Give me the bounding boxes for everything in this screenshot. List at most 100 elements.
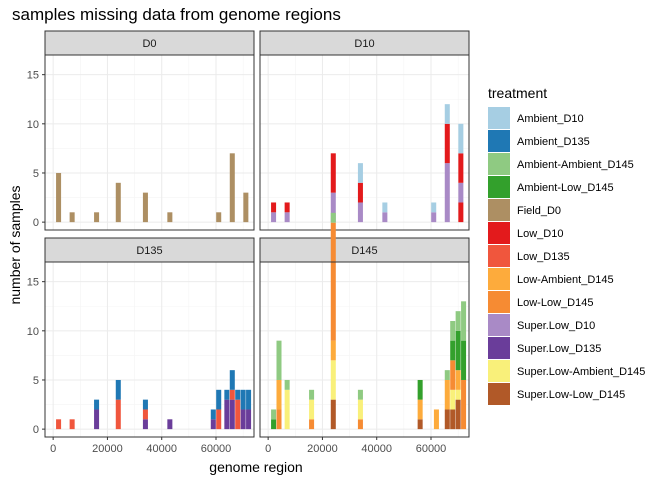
y-tick-label: 10: [27, 119, 39, 131]
bar-segment-super-low-low-d145: [455, 399, 461, 430]
legend-item-super-low-d10: Super.Low_D10: [488, 314, 595, 336]
x-tick-label: 60000: [201, 443, 232, 455]
legend-item-label: Ambient_D10: [517, 113, 584, 125]
legend-item-super-low-d135: Super.Low_D135: [488, 337, 601, 359]
legend-item-low-low-d145: Low-Low_D145: [488, 291, 593, 313]
bar-segment-super-low-d135: [142, 419, 148, 430]
bar-segment-ambient-ambient-d145: [461, 301, 467, 341]
legend-item-label: Super.Low-Ambient_D145: [517, 366, 645, 378]
bar-segment-ambient-d135: [240, 389, 246, 410]
facet-strip-label: D0: [142, 38, 156, 50]
bar-segment-super-low-d10: [444, 163, 450, 223]
bar-segment-ambient-d135: [115, 379, 121, 400]
bar-segment-ambient-ambient-d145: [357, 389, 363, 400]
bar-segment-ambient-low-d145: [450, 340, 456, 361]
legend-key-swatch: [488, 383, 510, 405]
bar-segment-super-low-low-d145: [450, 409, 456, 430]
legend-item-label: Field_D0: [517, 205, 561, 217]
legend-item-low-d10: Low_D10: [488, 222, 563, 244]
bar-segment-super-low-ambient-d145: [357, 399, 363, 420]
bar-segment-ambient-ambient-d145: [450, 320, 456, 341]
bar-segment-super-low-ambient-d145: [450, 389, 456, 410]
bar-segment-super-low-low-d145: [444, 409, 450, 430]
x-tick-label: 0: [50, 443, 56, 455]
bar-segment-field-d0: [216, 212, 222, 223]
legend-key-swatch: [488, 360, 510, 382]
panel-background: [45, 55, 254, 230]
y-axis-tick-labels: 0 5 10 15 0 5 10 15: [27, 70, 45, 436]
legend-item-label: Low-Low_D145: [517, 297, 593, 309]
bar-segment-super-low-d135: [229, 399, 235, 430]
panel-background: [45, 262, 254, 437]
bar-segment-low-d10: [284, 202, 290, 213]
bar-segment-ambient-d135: [224, 389, 230, 400]
bar-segment-ambient-d135: [216, 389, 222, 410]
bar-segment-field-d0: [94, 212, 100, 223]
bar-segment-low-low-d145: [450, 360, 456, 390]
legend-item-low-ambient-d145: Low-Ambient_D145: [488, 268, 614, 290]
bar-segment-super-low-d135: [167, 419, 173, 430]
bar-segment-low-low-d145: [461, 379, 467, 430]
bars: [271, 212, 467, 430]
bar-segment-ambient-ambient-d145: [330, 212, 336, 223]
legend-key-swatch: [488, 291, 510, 313]
legend-item-ambient-ambient-d145: Ambient-Ambient_D145: [488, 153, 634, 175]
chart-title: samples missing data from genome regions: [12, 5, 341, 24]
legend-key-swatch: [488, 107, 510, 129]
bar-segment-field-d0: [167, 212, 173, 223]
bar-segment-super-low-low-d145: [417, 419, 423, 430]
x-tick-label: 20000: [92, 443, 123, 455]
y-tick-label: 10: [27, 326, 39, 338]
legend-item-label: Super.Low_D10: [517, 320, 595, 332]
bar-segment-low-d135: [115, 399, 121, 430]
bar-segment-super-low-ambient-d145: [284, 389, 290, 430]
bar-segment-low-ambient-d145: [276, 379, 282, 410]
facet-strip: [44, 30, 255, 56]
bar-segment-ambient-d135: [229, 370, 235, 390]
bar-segment-low-ambient-d145: [330, 340, 336, 361]
panel-d0: D0: [44, 30, 255, 231]
y-axis-title: number of samples: [7, 185, 23, 304]
legend-item-super-low-ambient-d145: Super.Low-Ambient_D145: [488, 360, 645, 382]
bar-segment-ambient-ambient-d145: [455, 311, 461, 331]
bar-segment-ambient-low-d145: [455, 330, 461, 371]
bar-segment-ambient-d135: [246, 389, 252, 410]
bar-segment-low-ambient-d145: [417, 399, 423, 420]
legend-key-swatch: [488, 268, 510, 290]
legend-key-swatch: [488, 176, 510, 198]
y-tick-label: 5: [33, 375, 39, 387]
bar-segment-field-d0: [243, 192, 249, 223]
bar-segment-super-low-d10: [458, 182, 464, 203]
bar-segment-super-low-d10: [382, 212, 388, 223]
gridlines: [260, 55, 469, 230]
bar-segment-low-d135: [69, 419, 75, 430]
bar-segment-low-d135: [56, 419, 62, 430]
y-tick-label: 0: [33, 217, 39, 229]
panel-border: [44, 261, 255, 438]
bar-segment-field-d0: [56, 172, 62, 223]
y-tick-label: 15: [27, 70, 39, 82]
bar-segment-field-d0: [142, 192, 148, 223]
bar-segment-low-ambient-d145: [444, 379, 450, 410]
bar-segment-ambient-d10: [382, 202, 388, 213]
panel-border: [44, 54, 255, 231]
bar-segment-low-d10: [458, 202, 464, 223]
legend-item-label: Super.Low_D135: [517, 343, 601, 355]
facet-panels: D0 D10 D135 D145: [44, 30, 470, 438]
legend-item-label: Ambient_D135: [517, 136, 590, 148]
bar-segment-super-low-d10: [431, 212, 437, 223]
bar-segment-super-low-d10: [271, 212, 277, 223]
bar-segment-super-low-d135: [94, 409, 100, 430]
x-tick-label: 60000: [416, 443, 447, 455]
legend-item-label: Low_D10: [517, 228, 563, 240]
bar-segment-low-ambient-d145: [455, 370, 461, 390]
legend-items: Ambient_D10 Ambient_D135 Ambient-Ambient_D…: [488, 107, 645, 405]
y-tick-label: 0: [33, 424, 39, 436]
bar-segment-super-low-ambient-d145: [330, 360, 336, 400]
bar-segment-ambient-ambient-d145: [271, 409, 277, 420]
panel-d145: D145: [259, 212, 470, 438]
legend-item-label: Low_D135: [517, 251, 570, 263]
y-tick-label: 15: [27, 277, 39, 289]
y-tick-label: 5: [33, 168, 39, 180]
bar-segment-super-low-low-d145: [330, 399, 336, 430]
